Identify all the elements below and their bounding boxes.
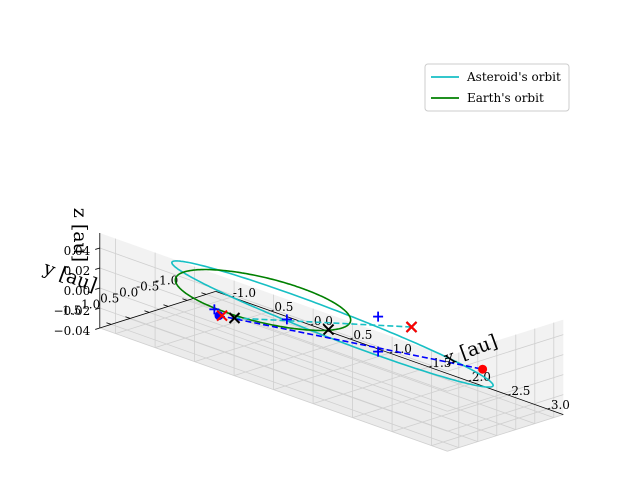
markers <box>209 304 488 374</box>
asteroid-orbit-line <box>170 260 495 388</box>
x-tick <box>428 365 432 368</box>
point-marker-plus <box>281 314 292 325</box>
grid-x-floor <box>154 310 272 348</box>
x-tick-label: 1.5 <box>432 356 451 370</box>
grid-z-back <box>99 267 448 392</box>
orbit-curves <box>170 260 495 388</box>
x-stroke <box>228 312 241 324</box>
grid-lines <box>99 233 564 452</box>
x-tick-label: -1.0 <box>233 286 256 300</box>
grid-z-right <box>447 354 564 392</box>
x-tick-label: 0.0 <box>314 314 333 328</box>
grid-x-floor <box>273 352 390 390</box>
point-marker-x <box>322 323 335 336</box>
y-tick-label: -0.5 <box>136 279 159 293</box>
grid-x-floor <box>431 408 548 446</box>
y-tick <box>125 316 131 319</box>
grid-z-back <box>99 307 448 432</box>
x-stroke <box>216 309 228 322</box>
z-tick-label: 0.00 <box>64 284 91 298</box>
point-marker-x <box>405 321 418 333</box>
y-tick-label: -1.0 <box>155 273 178 287</box>
legend-label-earth: Earth's orbit <box>467 91 544 105</box>
z-axis-label: z [au] <box>69 208 91 262</box>
x-stroke <box>405 321 418 333</box>
y-tick-label: 0.0 <box>119 285 138 299</box>
x-tick <box>270 309 274 312</box>
y-axis-line <box>99 291 216 329</box>
legend-box <box>424 63 570 112</box>
z-tick <box>95 247 100 250</box>
point-marker-dot <box>214 311 224 321</box>
x-tick <box>349 337 353 340</box>
x-tick <box>507 393 511 396</box>
x-tick-label: 3.0 <box>551 398 570 412</box>
z-tick-label: −0.04 <box>54 324 91 338</box>
grid-x-floor <box>194 324 311 362</box>
point-marker-plus <box>373 311 384 322</box>
x-stroke <box>322 323 335 336</box>
legend: Asteroid's orbit Earth's orbit <box>424 63 570 112</box>
z-tick <box>95 267 100 270</box>
y-tick-label: 1.0 <box>81 297 100 311</box>
z-tick <box>95 287 100 290</box>
grid-z-right <box>447 414 564 452</box>
point-marker-plus <box>373 346 384 357</box>
point-marker-plus <box>209 304 220 315</box>
x-tick <box>547 407 551 410</box>
legend-label-asteroid: Asteroid's orbit <box>466 70 561 84</box>
grid-z-back <box>99 327 448 452</box>
point-marker-x <box>216 309 228 322</box>
grid-z-right <box>447 334 564 372</box>
point-marker-dot <box>478 364 488 374</box>
grid-y-floor <box>187 300 535 424</box>
grid-x-floor <box>115 296 232 334</box>
y-tick <box>163 304 169 307</box>
y-tick <box>182 298 188 301</box>
z-tick-label: 0.02 <box>64 264 91 278</box>
x-tick <box>310 323 314 326</box>
point-marker-x <box>228 312 241 324</box>
z-tick-label: 0.04 <box>64 244 91 258</box>
grid-z-right <box>447 394 564 432</box>
grid-y-floor <box>168 306 516 430</box>
x-tick <box>468 379 472 382</box>
grid-z-back <box>99 287 448 412</box>
grid-y-floor <box>111 324 459 448</box>
y-tick <box>144 310 150 313</box>
earth-orbit-line <box>174 268 352 332</box>
grid-x-floor <box>312 366 430 404</box>
z-tick <box>95 307 100 310</box>
x-tick-label: 2.0 <box>472 370 491 384</box>
x-tick <box>389 351 393 354</box>
y-tick-label: 0.5 <box>100 291 119 305</box>
grid-x-floor <box>391 394 509 432</box>
x-tick-label: 2.5 <box>511 384 530 398</box>
y-tick-label: 1.5 <box>62 303 81 317</box>
y-tick <box>106 322 112 325</box>
y-tick <box>201 292 207 295</box>
grid-z-right <box>447 374 564 412</box>
z-tick-label: −0.02 <box>54 304 91 318</box>
x-tick-label: 0.5 <box>274 300 293 314</box>
x-tick-label: 0.5 <box>353 328 372 342</box>
grid-x-floor <box>233 338 351 376</box>
asteroid-dashed-segment <box>234 317 412 328</box>
grid-y-floor <box>149 312 497 436</box>
grid-x-floor <box>352 380 469 418</box>
z-tick <box>95 327 100 330</box>
tick-labels: -1.00.50.00.51.01.52.02.53.01.5 1.0 0.5 0.0… <box>54 244 570 412</box>
